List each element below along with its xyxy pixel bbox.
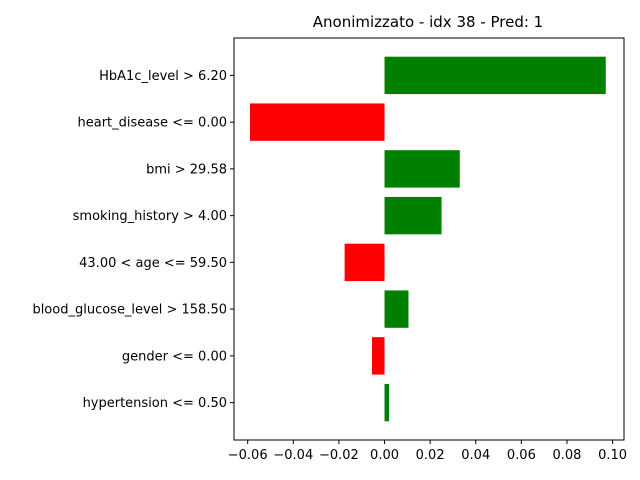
bar-3	[384, 196, 442, 235]
bar-2	[384, 150, 460, 188]
y-tick-label: hypertension <= 0.50	[83, 396, 227, 411]
y-tick-label: blood_glucose_level > 158.50	[32, 303, 227, 318]
x-tick-label: −0.04	[273, 448, 313, 463]
x-tick-label: 0.00	[370, 448, 399, 463]
bars-group	[249, 56, 606, 422]
y-axis: HbA1c_level > 6.20 heart_disease <= 0.00 b…	[32, 69, 234, 411]
chart-title: Anonimizzato - idx 38 - Pred: 1	[313, 13, 543, 31]
x-axis: −0.06 −0.04 −0.02 0.00 0.02 0.04 0.06 0.08 0.10	[228, 440, 627, 463]
y-tick-label: smoking_history > 4.00	[73, 209, 227, 224]
bar-0	[384, 56, 606, 95]
y-tick-label: gender <= 0.00	[122, 349, 227, 364]
bar-5	[384, 290, 409, 328]
y-tick-label: heart_disease <= 0.00	[77, 116, 227, 131]
x-tick-label: 0.08	[553, 448, 582, 463]
x-tick-label: 0.04	[461, 448, 490, 463]
x-tick-label: 0.02	[416, 448, 445, 463]
x-tick-label: −0.06	[228, 448, 268, 463]
x-tick-label: −0.02	[319, 448, 359, 463]
x-tick-label: 0.06	[507, 448, 536, 463]
y-tick-label: bmi > 29.58	[146, 162, 227, 177]
x-tick-label: 0.10	[598, 448, 627, 463]
bar-7	[384, 383, 390, 422]
y-tick-label: HbA1c_level > 6.20	[99, 69, 227, 84]
bar-4	[344, 243, 385, 282]
bar-1	[249, 103, 385, 141]
plot-frame	[233, 37, 625, 441]
bar-6	[371, 337, 385, 375]
y-tick-label: 43.00 < age <= 59.50	[79, 256, 227, 271]
